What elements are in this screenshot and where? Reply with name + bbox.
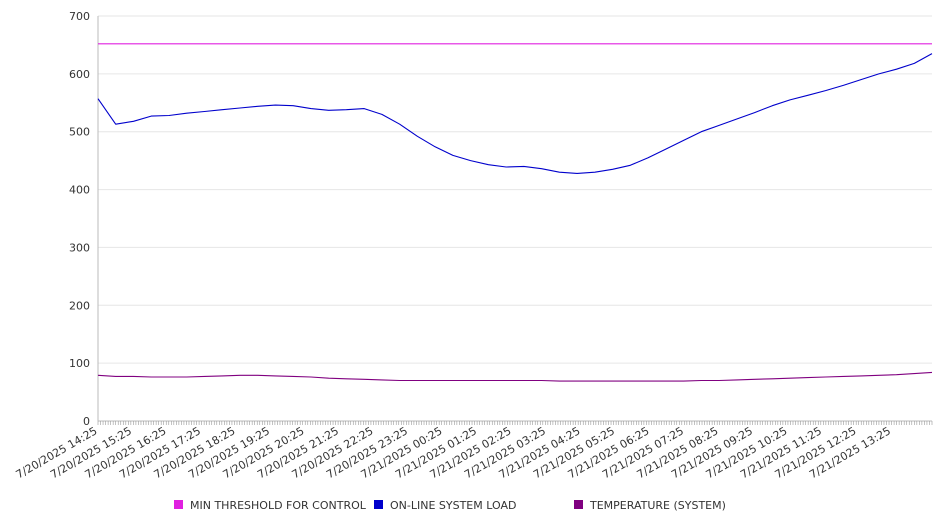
y-tick-label: 600 (69, 68, 90, 81)
legend: MIN THRESHOLD FOR CONTROL ON-LINE SYSTEM … (174, 499, 726, 512)
y-tick-label: 500 (69, 126, 90, 139)
y-tick-label: 0 (83, 415, 90, 428)
y-tick-label: 700 (69, 10, 90, 23)
legend-label: MIN THRESHOLD FOR CONTROL (190, 499, 367, 512)
legend-label: TEMPERATURE (SYSTEM) (589, 499, 726, 512)
legend-label: ON-LINE SYSTEM LOAD (390, 499, 516, 512)
y-tick-label: 300 (69, 241, 90, 254)
x-axis: 7/20/2025 14:257/20/2025 15:257/20/2025 … (14, 421, 933, 481)
legend-swatch (574, 500, 583, 509)
y-tick-label: 100 (69, 357, 90, 370)
series-line-2 (97, 371, 933, 382)
grid-lines (98, 15, 932, 422)
y-axis: 0 100 200 300 400 500 600 700 (69, 10, 99, 428)
y-tick-label: 400 (69, 184, 90, 197)
plot-area (97, 43, 933, 382)
legend-swatch (374, 500, 383, 509)
y-tick-label: 200 (69, 299, 90, 312)
series-line-1 (97, 53, 933, 174)
legend-swatch (174, 500, 183, 509)
